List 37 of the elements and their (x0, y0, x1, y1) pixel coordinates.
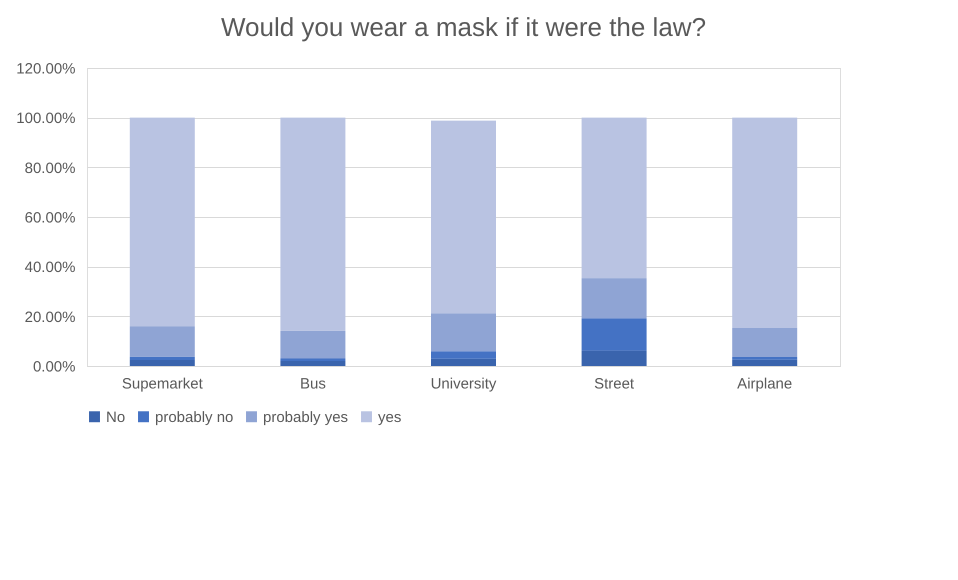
y-tick-label: 120.00% (16, 60, 76, 78)
legend-label: probably yes (263, 408, 348, 426)
chart-title: Would you wear a mask if it were the law? (220, 12, 706, 42)
bar (582, 118, 647, 278)
bar (431, 120, 496, 314)
bar (280, 361, 346, 366)
bar (130, 118, 195, 327)
y-tick-label: 100.00% (16, 110, 76, 128)
y-tick-label: 20.00% (24, 308, 76, 326)
bar (582, 318, 647, 351)
y-tick-label: 60.00% (24, 210, 76, 226)
bar (431, 313, 496, 352)
legend-label: yes (378, 408, 402, 426)
bar (130, 356, 195, 360)
bar (732, 357, 798, 360)
y-tick-label: 0.00% (32, 358, 76, 376)
bar (130, 360, 195, 366)
x-tick-label: Supemarket (122, 376, 204, 392)
bar (582, 278, 647, 318)
y-tick-label: 80.00% (24, 160, 76, 177)
bar (732, 118, 798, 328)
bar (732, 360, 798, 366)
bar (582, 350, 647, 366)
bar (732, 328, 798, 358)
bar (280, 118, 346, 331)
bar (280, 330, 346, 359)
x-tick-label: Street (594, 376, 635, 392)
y-tick-label: 40.00% (24, 259, 76, 276)
legend-label: probably no (155, 408, 234, 426)
x-tick-label: University (430, 376, 497, 392)
legend-label: No (106, 408, 126, 426)
bar (431, 358, 496, 366)
bar (280, 358, 346, 362)
bar (130, 326, 195, 357)
x-tick-label: Bus (300, 376, 326, 392)
x-tick-label: Airplane (737, 376, 792, 392)
bar (431, 351, 496, 359)
